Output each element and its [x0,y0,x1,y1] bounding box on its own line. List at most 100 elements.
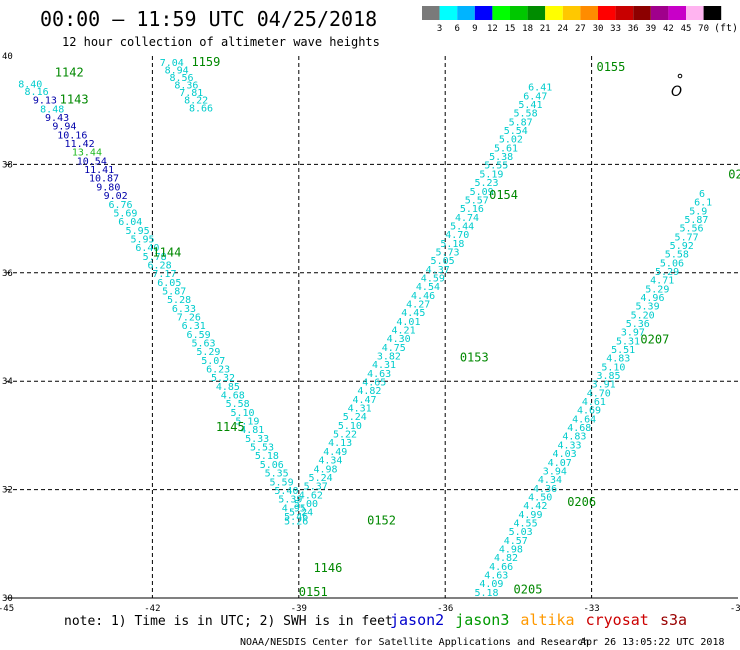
pass-time-label: 0205 [514,583,543,597]
wave-height-value: 5.39 [636,302,660,313]
wave-height-value: 5.58 [665,250,689,261]
legend-label: 39 [645,24,656,34]
legend-label: 3 [437,24,442,34]
legend-swatch [703,6,722,20]
wave-height-value: 7.26 [177,312,201,323]
wave-height-value: 5.63 [191,339,215,350]
wave-height-value: 5.36 [626,319,650,330]
wave-height-value: 5.18 [440,239,464,250]
wave-height-value: 11.42 [65,139,95,150]
wave-height-value: 4.09 [479,579,503,590]
wave-height-value: 4.33 [557,440,581,451]
wave-height-value: 5.24 [289,508,313,519]
wave-height-value: 3.82 [377,352,401,363]
wave-height-value: 8.40 [18,79,42,90]
wave-height-value: 4.36 [533,484,557,495]
wave-height-value: 5.38 [489,152,513,163]
header-time-range: 00:00 – 11:59 UTC 04/25/2018 [40,7,377,31]
legend-swatch [439,6,458,20]
wave-height-value: 5.33 [245,434,269,445]
wave-height-value: 3.91 [592,380,616,391]
wave-height-value: 4.50 [528,492,552,503]
wave-height-value: 5.35 [265,469,289,480]
legend-swatch [650,6,669,20]
wave-height-value: 5.77 [675,232,699,243]
y-tick-label: 36 [2,269,13,279]
legend-label: 6 [454,24,459,34]
wave-height-value: 8.66 [189,103,213,114]
wave-height-value: 4.37 [426,265,450,276]
legend-swatch [457,6,475,20]
wave-height-value: 4.70 [445,230,469,241]
wave-height-value: 11.41 [84,165,114,176]
wave-height-points: 8.408.169.138.489.439.9410.1611.4213.441… [18,58,712,599]
wave-height-value: 5.73 [435,247,459,258]
axis-ticks: -45 -42 -39 -36 -33 -30 30 32 34 36 38 40 [0,52,740,614]
wave-height-value: 4.46 [411,291,435,302]
wave-height-value: 5.95 [126,226,150,237]
legend-label: 12 [487,24,498,34]
pass-time-label: 1143 [60,93,89,107]
satellite-name: s3a [660,611,687,629]
pass-time-label: 0206 [567,495,596,509]
wave-height-value: 9.43 [45,113,69,124]
x-tick-label: -39 [291,604,307,614]
wave-height-value: 5.20 [631,310,655,321]
wave-height-value: 5.18 [474,588,498,599]
wave-height-value: 4.13 [328,438,352,449]
wave-height-value: 4.31 [372,360,396,371]
wave-height-value: 5.95 [130,234,154,245]
legend-label: 33 [610,24,621,34]
wave-height-value: 4.57 [504,536,528,547]
pass-time-label: 1145 [216,420,245,434]
wave-height-value: 5.29 [196,347,220,358]
wave-height-value: 5.24 [309,473,333,484]
wave-height-value: 6.40 [135,243,159,254]
wave-height-value: 5.46 [284,512,308,523]
y-tick-label: 30 [2,594,13,604]
wave-height-value: 4.98 [313,464,337,475]
wave-height-value: 4.61 [582,397,606,408]
wave-height-value: 5.87 [684,215,708,226]
y-tick-label: 32 [2,486,13,496]
color-legend: 3 6 9 12 15 18 21 24 27 30 33 36 39 42 45 70 [422,6,722,34]
wave-height-value: 5.51 [611,345,635,356]
wave-height-value: 5.23 [474,178,498,189]
wave-height-value: 4.83 [562,432,586,443]
wave-height-value: 4.65 [362,378,386,389]
footer-note: note: 1) Time is in UTC; 2) SWH is in fe… [64,614,393,629]
wave-height-value: 4.95 [282,503,306,514]
wave-height-value: 8.22 [184,96,208,107]
pass-time-label: 1142 [55,66,84,80]
wave-height-value: 3.94 [543,466,567,477]
wave-height-value: 6.41 [528,83,552,94]
wave-height-value: 4.81 [240,425,264,436]
wave-height-value: 5.00 [294,499,318,510]
wave-height-value: 5.55 [484,161,508,172]
wave-height-value: 4.74 [455,213,479,224]
wave-height-value: 5.87 [509,117,533,128]
wave-height-value: 4.01 [396,317,420,328]
legend-label: 36 [628,24,639,34]
pass-time-label: 0207 [640,332,669,346]
grid-lines [6,56,738,599]
legend-label: 30 [593,24,604,34]
wave-height-value: 4.27 [406,299,430,310]
wave-height-value: 4.82 [494,553,518,564]
marker-symbol: O [671,84,682,100]
satellite-name: cryosat [586,611,649,629]
legend-swatch [422,6,440,20]
wave-height-value: 5.06 [660,258,684,269]
wave-height-value: 4.99 [518,510,542,521]
legend-swatch [545,6,563,20]
satellite-legend: jason2 jason3 altika cryosat s3a [390,611,687,629]
pass-time-label: 0153 [460,351,489,365]
wave-height-value: 5.58 [514,109,538,120]
wave-height-value: 4.42 [523,501,547,512]
wave-height-value: 4.96 [640,293,664,304]
wave-height-value: 4.21 [392,326,416,337]
legend-swatch [668,6,686,20]
wave-height-value: 5.54 [504,126,528,137]
wave-height-value: 7.81 [179,88,203,99]
legend-swatch [527,6,546,20]
